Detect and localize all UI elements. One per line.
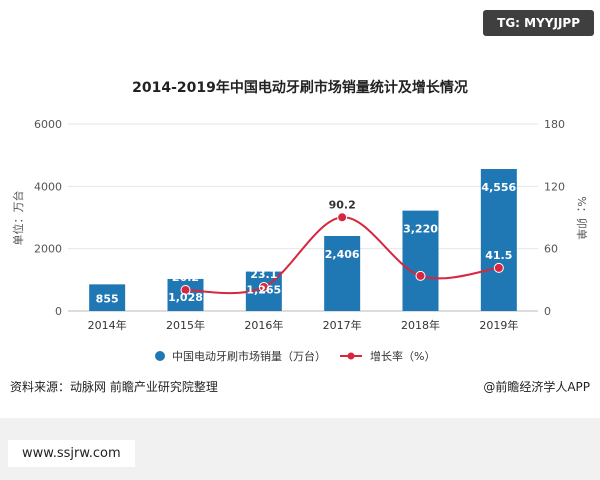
chart-title: 2014-2019年中国电动牙刷市场销量统计及增长情况 xyxy=(132,79,468,96)
bar-value-label: 4,556 xyxy=(481,181,516,194)
y-tick-label: 6000 xyxy=(34,118,62,131)
y2-tick-label: 60 xyxy=(544,243,558,256)
source-note: 资料来源：动脉网 前瞻产业研究院整理 xyxy=(10,379,218,394)
legend-bar-marker xyxy=(155,351,165,361)
legend-line-marker xyxy=(347,352,355,360)
y2-tick-label: 180 xyxy=(544,118,565,131)
x-axis: 2014年 2015年 2016年 2017年 2018年 2019年 xyxy=(88,318,519,332)
bar-value-label: 1,028 xyxy=(168,291,203,304)
bar xyxy=(324,236,361,311)
x-tick-label: 2018年 xyxy=(401,318,440,332)
bar-value-label: 1,265 xyxy=(246,284,281,297)
growth-point xyxy=(415,270,426,281)
y-axis-label-right: %：卯单 xyxy=(575,196,588,239)
legend-line-label: 增长率（%） xyxy=(370,349,435,363)
bar-value-label: 3,220 xyxy=(403,223,438,236)
growth-value-label: 23.1 xyxy=(250,268,277,281)
y-tick-label: 4000 xyxy=(34,180,62,193)
y-tick-label: 0 xyxy=(55,305,62,318)
bar-series xyxy=(89,169,517,311)
legend: 中国电动牙刷市场销量（万台） 增长率（%） xyxy=(155,349,435,363)
growth-point xyxy=(258,282,269,293)
data-labels: 855 1,028 1,265 2,406 3,220 4,556 20.2 23.1 90.2… xyxy=(96,181,517,306)
y-tick-label: 2000 xyxy=(34,243,62,256)
growth-point xyxy=(493,262,504,273)
legend-bar-label: 中国电动牙刷市场销量（万台） xyxy=(172,349,326,363)
x-tick-label: 2019年 xyxy=(479,318,518,332)
y2-tick-label: 0 xyxy=(544,305,551,318)
x-tick-label: 2014年 xyxy=(88,318,127,332)
x-tick-label: 2017年 xyxy=(323,318,362,332)
bar-value-label: 855 xyxy=(96,293,119,306)
credit-note: @前瞻经济学人APP xyxy=(483,379,590,394)
y2-tick-label: 120 xyxy=(544,180,565,193)
y-axis-label-left: 单位：万台 xyxy=(11,191,25,246)
bar xyxy=(89,284,126,311)
growth-value-label: 90.2 xyxy=(329,198,356,211)
growth-value-label: 41.5 xyxy=(485,249,512,262)
x-tick-label: 2016年 xyxy=(244,318,283,332)
bar xyxy=(402,210,439,311)
footer-url: www.ssjrw.com xyxy=(8,440,135,467)
y-axis-left: 0 2000 4000 6000 xyxy=(34,118,62,318)
growth-point xyxy=(180,285,191,296)
growth-value-label: 20.2 xyxy=(172,271,199,284)
bar xyxy=(480,169,517,311)
bar-value-label: 2,406 xyxy=(325,248,360,261)
corner-tag: TG: MYYJJPP xyxy=(483,10,594,36)
line-series xyxy=(180,212,504,296)
y-axis-right: 0 60 120 180 xyxy=(544,118,565,318)
grid xyxy=(68,123,538,312)
growth-point xyxy=(337,212,348,223)
x-tick-label: 2015年 xyxy=(166,318,205,332)
